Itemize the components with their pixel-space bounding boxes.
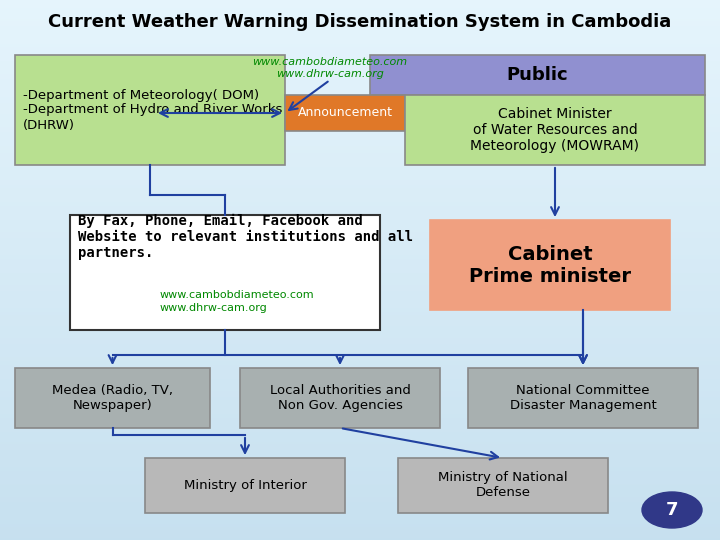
Text: www.dhrw-cam.org: www.dhrw-cam.org	[160, 303, 268, 313]
FancyBboxPatch shape	[15, 55, 285, 165]
Text: National Committee
Disaster Management: National Committee Disaster Management	[510, 384, 657, 412]
FancyBboxPatch shape	[370, 55, 705, 95]
Text: Current Weather Warning Dissemination System in Cambodia: Current Weather Warning Dissemination Sy…	[48, 13, 672, 31]
Text: www.dhrw-cam.org: www.dhrw-cam.org	[276, 69, 384, 79]
Text: Medea (Radio, TV,
Newspaper): Medea (Radio, TV, Newspaper)	[52, 384, 173, 412]
Ellipse shape	[642, 492, 702, 528]
Text: Ministry of Interior: Ministry of Interior	[184, 479, 307, 492]
FancyBboxPatch shape	[468, 368, 698, 428]
FancyBboxPatch shape	[145, 458, 345, 513]
FancyBboxPatch shape	[405, 95, 705, 165]
Text: Cabinet Minister
of Water Resources and
Meteorology (MOWRAM): Cabinet Minister of Water Resources and …	[470, 107, 639, 153]
Text: 7: 7	[666, 501, 678, 519]
Text: www.cambobdiameteo.com: www.cambobdiameteo.com	[160, 290, 315, 300]
FancyBboxPatch shape	[285, 95, 405, 131]
Text: By Fax, Phone, Email, Facebook and
Website to relevant institutions and all
part: By Fax, Phone, Email, Facebook and Websi…	[78, 214, 413, 260]
FancyBboxPatch shape	[430, 220, 670, 310]
Text: -Department of Meteorology( DOM)
-Department of Hydro and River Works
(DHRW): -Department of Meteorology( DOM) -Depart…	[23, 89, 282, 132]
Text: Cabinet
Prime minister: Cabinet Prime minister	[469, 245, 631, 286]
Text: Public: Public	[507, 66, 568, 84]
FancyBboxPatch shape	[15, 368, 210, 428]
Text: Local Authorities and
Non Gov. Agencies: Local Authorities and Non Gov. Agencies	[269, 384, 410, 412]
Text: Announcement: Announcement	[297, 106, 392, 119]
Text: Ministry of National
Defense: Ministry of National Defense	[438, 471, 568, 500]
Text: www.cambobdiameteo.com: www.cambobdiameteo.com	[253, 57, 408, 67]
FancyBboxPatch shape	[70, 215, 380, 330]
FancyBboxPatch shape	[398, 458, 608, 513]
FancyBboxPatch shape	[240, 368, 440, 428]
